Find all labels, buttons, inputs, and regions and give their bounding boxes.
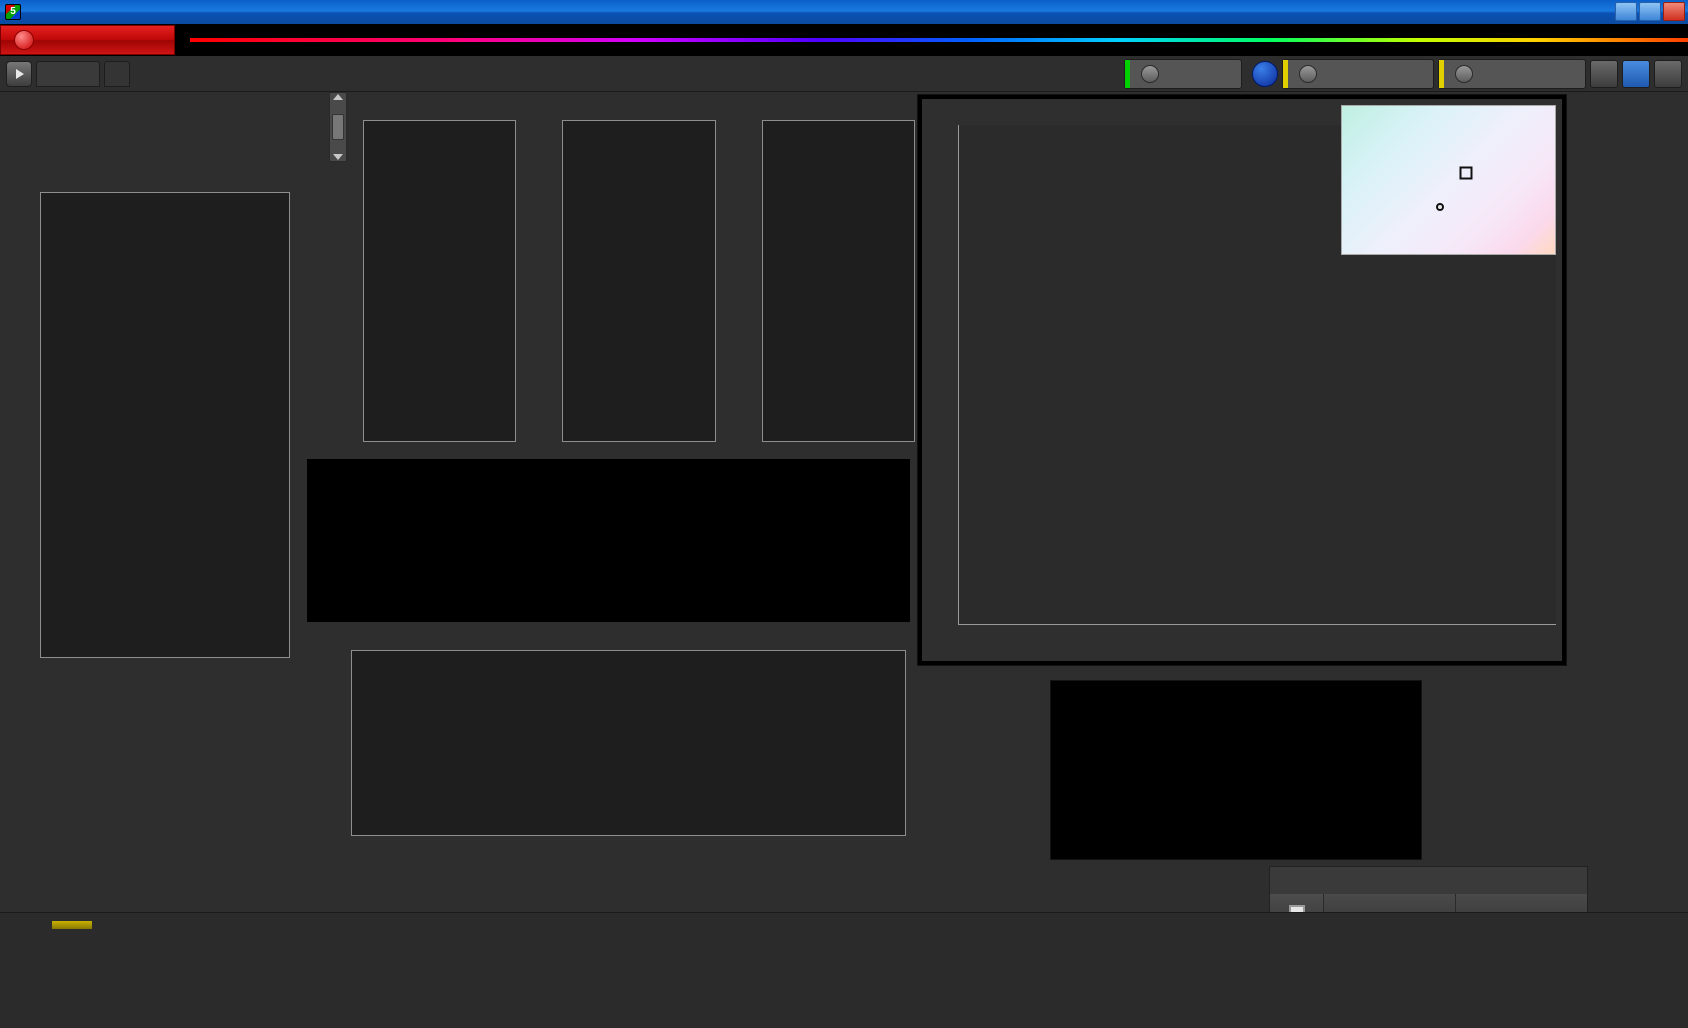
inset-measured-dot — [1435, 202, 1444, 211]
deltaE-panel — [325, 632, 910, 877]
actual-swatch-row — [311, 463, 906, 542]
meter-status-stripe — [1125, 59, 1130, 88]
settings-button[interactable] — [1590, 59, 1618, 88]
swatch-comparison-table — [307, 459, 910, 622]
status-bar — [0, 912, 1688, 938]
chevron-down-icon[interactable] — [1141, 64, 1159, 83]
play-icon — [16, 68, 24, 79]
scroll-down-icon[interactable] — [333, 154, 343, 160]
deltaE-title — [325, 632, 910, 650]
minimize-button[interactable] — [1615, 2, 1637, 21]
scrollbar-thumb[interactable] — [332, 114, 344, 140]
maximize-button[interactable] — [1639, 2, 1661, 21]
cie-zoom-inset — [1341, 105, 1556, 255]
chevron-down-icon[interactable] — [1299, 64, 1317, 83]
toolbar-row — [0, 56, 1688, 92]
deltaL-chart — [327, 102, 517, 462]
meter-dropdown[interactable] — [1124, 58, 1242, 89]
source-status-stripe — [1283, 59, 1288, 88]
current-reading-panel — [16, 672, 296, 680]
close-button[interactable] — [1663, 2, 1685, 21]
left-column — [0, 92, 300, 938]
play-session-button[interactable] — [6, 60, 32, 87]
delta-charts-row — [327, 102, 915, 462]
collapse-panel-button[interactable] — [1654, 59, 1682, 88]
rgb-balance-plot — [40, 192, 290, 658]
brand-bar — [0, 24, 1688, 56]
page-title — [0, 92, 300, 168]
display-preview — [1050, 680, 1422, 860]
center-column — [305, 92, 915, 938]
window-titlebar: 5 — [0, 0, 1688, 24]
rgb-balance-panel — [8, 174, 293, 662]
nav-icon-row[interactable] — [1270, 867, 1587, 894]
chevron-down-icon[interactable] — [1455, 64, 1473, 83]
spectrum-divider — [190, 38, 1688, 42]
actual-swatches — [327, 463, 906, 542]
control-status-stripe — [1439, 59, 1444, 88]
rgb-balance-title — [8, 174, 293, 192]
deltaE-plot — [351, 650, 906, 836]
tab-history-1[interactable] — [36, 60, 100, 87]
deltaL-plot — [363, 120, 517, 442]
source-dropdown[interactable] — [1282, 58, 1434, 89]
target-row-label — [311, 542, 327, 621]
target-swatches — [327, 542, 906, 621]
calman-app-icon: 5 — [5, 4, 21, 20]
meter-reading-badge — [1252, 60, 1278, 87]
inset-target-marker — [1459, 166, 1473, 180]
calman-logo-button[interactable] — [0, 25, 175, 55]
right-column — [917, 92, 1688, 938]
deltaH-chart — [726, 102, 915, 462]
cie-chart-container — [917, 94, 1567, 666]
main-content — [0, 92, 1688, 938]
target-swatch-row — [311, 542, 906, 621]
deltaC-title — [526, 102, 715, 120]
display-control-dropdown[interactable] — [1438, 58, 1586, 89]
chevron-down-icon[interactable] — [14, 30, 34, 50]
color-patch-strip — [0, 868, 1140, 912]
vertical-scrollbar[interactable] — [329, 92, 347, 162]
add-tab-button[interactable] — [104, 60, 130, 87]
actual-row-label — [311, 463, 327, 542]
cie-chart-inner — [922, 99, 1562, 661]
window-controls[interactable] — [1615, 2, 1685, 21]
deltaL-title — [327, 102, 516, 120]
deltaH-plot — [761, 120, 915, 442]
scroll-up-icon[interactable] — [333, 94, 343, 100]
help-button[interactable] — [1622, 59, 1650, 88]
status-progress-indicator — [52, 921, 92, 929]
deltaC-plot — [562, 120, 716, 442]
deltaC-chart — [526, 102, 716, 462]
deltaH-title — [726, 102, 915, 120]
